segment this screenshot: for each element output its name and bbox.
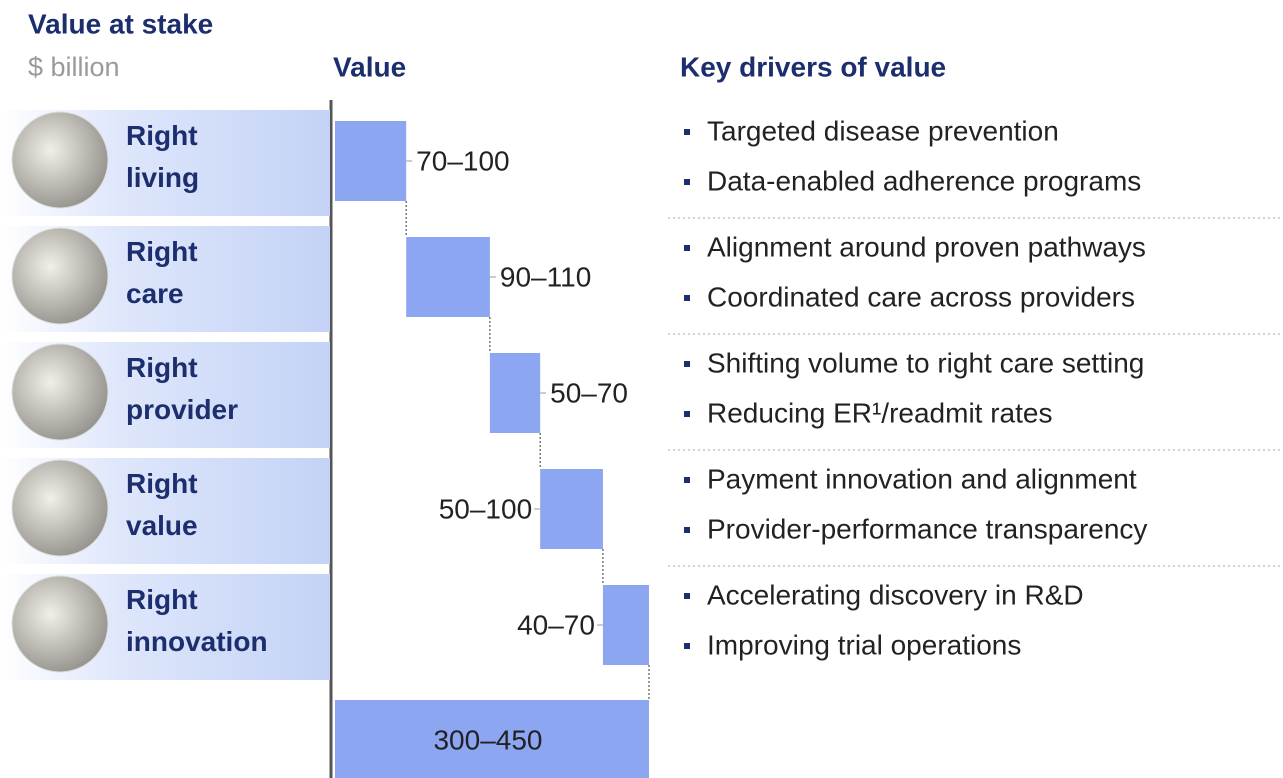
driver: Coordinated care across providers xyxy=(707,281,1135,312)
driver: Improving trial operations xyxy=(707,629,1021,660)
category-label-line: Right xyxy=(126,468,198,499)
driver: Targeted disease prevention xyxy=(707,115,1059,146)
value-label: 40–70 xyxy=(517,609,595,640)
driver: Alignment around proven pathways xyxy=(707,231,1146,262)
driver: Accelerating discovery in R&D xyxy=(707,579,1084,610)
bullet xyxy=(684,361,690,367)
category-label-line: Right xyxy=(126,120,198,151)
bullet xyxy=(684,129,690,135)
category-label-line: value xyxy=(126,510,198,541)
category-label-line: Right xyxy=(126,236,198,267)
photo xyxy=(12,228,108,324)
bullet xyxy=(684,643,690,649)
chart: Value at stake $ billion Value Key drive… xyxy=(0,0,1283,778)
category-label-line: living xyxy=(126,162,199,193)
driver: Shifting volume to right care setting xyxy=(707,347,1144,378)
driver: Provider-performance transparency xyxy=(707,513,1147,544)
drivers-header: Key drivers of value xyxy=(680,51,946,82)
value-label: 50–100 xyxy=(439,493,532,524)
page: {"chart_data": { "type": "waterfall", "t… xyxy=(0,0,1283,778)
bar xyxy=(603,585,649,665)
value-label: 50–70 xyxy=(550,377,628,408)
photo xyxy=(12,112,108,208)
chart-title: Value at stake xyxy=(28,8,213,39)
category-label-line: provider xyxy=(126,394,238,425)
bar xyxy=(490,353,540,433)
driver: Payment innovation and alignment xyxy=(707,463,1137,494)
bar xyxy=(335,121,406,201)
value-label: 90–110 xyxy=(500,261,591,292)
bullet xyxy=(684,477,690,483)
category-label-line: care xyxy=(126,278,184,309)
bullet xyxy=(684,179,690,185)
bar xyxy=(540,469,603,549)
driver: Data-enabled adherence programs xyxy=(707,165,1141,196)
value-header: Value xyxy=(333,51,406,82)
value-label: 70–100 xyxy=(416,145,509,176)
bar xyxy=(406,237,490,317)
driver: Reducing ER¹/readmit rates xyxy=(707,397,1052,428)
bullet xyxy=(684,295,690,301)
photo xyxy=(12,344,108,440)
category-label-line: innovation xyxy=(126,626,268,657)
photo xyxy=(12,576,108,672)
photo xyxy=(12,460,108,556)
total-label: 300–450 xyxy=(433,724,542,755)
bullet xyxy=(684,593,690,599)
subtitle: $ billion xyxy=(28,52,120,82)
bullet xyxy=(684,527,690,533)
category-label-line: Right xyxy=(126,584,198,615)
category-label-line: Right xyxy=(126,352,198,383)
bullet xyxy=(684,245,690,251)
bullet xyxy=(684,411,690,417)
